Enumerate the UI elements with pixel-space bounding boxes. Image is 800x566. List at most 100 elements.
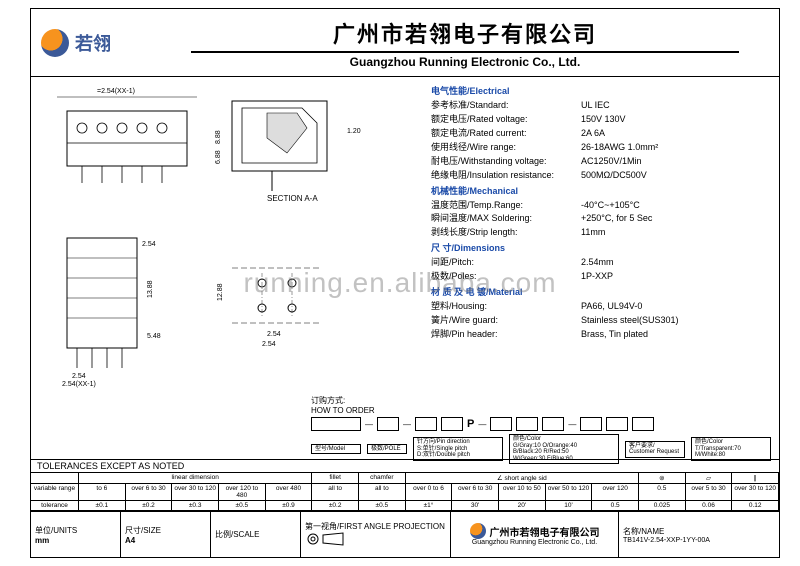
tol-rowlabel: variable range [31, 484, 79, 501]
drawing-side-view: 2.54 13.88 2.54 2.54(XX-1) 5.48 [47, 228, 187, 388]
tol-cell: ±0.5 [219, 501, 266, 511]
order-box [441, 417, 463, 431]
dim-label: =2.54(XX-1) [97, 88, 135, 95]
spec-row: 瞬间温度/MAX Soldering:+250°C, for 5 Sec [431, 212, 773, 226]
tol-cell: over 6 to 30 [126, 484, 173, 501]
order-box [542, 417, 564, 431]
title-block-footer: 单位/UNITS mm 尺寸/SIZE A4 比例/SCALE 第一视角/FIR… [31, 511, 779, 557]
tol-cell: ±0.1 [79, 501, 126, 511]
svg-text:2.54: 2.54 [262, 341, 276, 348]
order-label-pole: 极数/POLE [367, 444, 407, 455]
tb-company: 广州市若翎电子有限公司 Guangzhou Running Electronic… [451, 512, 619, 557]
tolerances-title: TOLERANCES EXCEPT AS NOTED [31, 460, 779, 473]
tol-cell: all to [312, 484, 359, 501]
drawing-section-aa: 8.88 6.88 1.20 SECTION A-A [212, 83, 382, 203]
tol-cell: 0.12 [732, 501, 779, 511]
spec-row: 焊脚/Pin header:Brass, Tin plated [431, 328, 773, 342]
order-label-color2: 颜色/Color T/Transparent:70 M/White:80 [691, 437, 771, 461]
tol-group: chamfer [359, 473, 406, 484]
spec-row: 绝缘电阻/Insulation resistance:500MΩ/DC500V [431, 169, 773, 183]
tol-cell: ±0.9 [266, 501, 313, 511]
svg-text:2.54: 2.54 [142, 241, 156, 248]
tolerances-block: TOLERANCES EXCEPT AS NOTED linear dimens… [31, 459, 779, 511]
company-name-en: Guangzhou Running Electronic Co., Ltd. [161, 55, 769, 69]
order-title: 订购方式: HOW TO ORDER [311, 395, 773, 415]
svg-text:2.54(XX-1): 2.54(XX-1) [62, 381, 96, 388]
logo-icon [470, 523, 486, 539]
tol-group: ∥ [732, 473, 779, 484]
spec-row: 额定电流/Rated current:2A 6A [431, 127, 773, 141]
tol-group: fillet [312, 473, 359, 484]
tol-cell: ±0.5 [359, 501, 406, 511]
order-label-model: 型号/Model [311, 444, 361, 455]
tol-cell: ±0.3 [172, 501, 219, 511]
tol-group: ▱ [686, 473, 733, 484]
svg-text:2.54: 2.54 [267, 331, 281, 338]
tol-cell: ±0.2 [126, 501, 173, 511]
tol-cell: ±0.2 [312, 501, 359, 511]
tol-cell: to 6 [79, 484, 126, 501]
order-label-customer: 客户要求/ Customer Request [625, 441, 685, 458]
tol-cell: 0.025 [639, 501, 686, 511]
tb-projection: 第一视角/FIRST ANGLE PROJECTION [301, 512, 451, 557]
order-box [311, 417, 361, 431]
tol-cell: over 120 to 480 [219, 484, 266, 501]
drawing-pcb-layout: 12.88 2.54 2.54 [212, 248, 352, 368]
section-label: SECTION A-A [267, 194, 318, 203]
svg-text:8.88: 8.88 [215, 130, 222, 144]
tol-cell: over 50 to 120 [546, 484, 593, 501]
spec-row: 参考标准/Standard:UL IEC [431, 99, 773, 113]
order-box [377, 417, 399, 431]
spec-row: 使用线径/Wire range:26-18AWG 1.0mm² [431, 141, 773, 155]
svg-text:2.54: 2.54 [72, 373, 86, 380]
order-code-boxes: — — P — — [311, 417, 773, 431]
tol-rowlabel: tolerance [31, 501, 79, 511]
tol-cell: over 30 to 120 [172, 484, 219, 501]
order-box [490, 417, 512, 431]
logo-icon [41, 29, 69, 57]
svg-text:1.20: 1.20 [347, 128, 361, 135]
order-box [606, 417, 628, 431]
logo-block: 若翎 [41, 29, 161, 57]
spec-header-mechanical: 机械性能/Mechanical [431, 185, 773, 199]
spec-row: 间距/Pitch:2.54mm [431, 256, 773, 270]
svg-text:13.88: 13.88 [147, 280, 154, 298]
tol-cell: 0.5 [592, 501, 639, 511]
tol-cell: 20' [499, 501, 546, 511]
spec-row: 耐电压/Withstanding voltage:AC1250V/1Min [431, 155, 773, 169]
spec-row: 簧片/Wire guard:Stainless steel(SUS301) [431, 314, 773, 328]
tol-cell: over 120 [592, 484, 639, 501]
tol-cell: 10' [546, 501, 593, 511]
company-name-cn: 广州市若翎电子有限公司 [161, 17, 769, 49]
logo-text: 若翎 [75, 30, 111, 56]
tol-group: ⊚ [639, 473, 686, 484]
tol-group: linear dimension [79, 473, 312, 484]
tol-cell: all to [359, 484, 406, 501]
order-p: P [467, 418, 474, 430]
tol-cell: over 480 [266, 484, 313, 501]
tolerances-grid: linear dimension fillet chamfer ∠ short … [31, 473, 779, 511]
first-angle-icon [305, 532, 446, 548]
spec-header-electrical: 电气性能/Electrical [431, 85, 773, 99]
spec-row: 额定电压/Rated voltage:150V 130V [431, 113, 773, 127]
tol-cell: over 6 to 30 [452, 484, 499, 501]
order-box [516, 417, 538, 431]
how-to-order: 订购方式: HOW TO ORDER — — P — — 型号/Model 极数… [311, 395, 773, 457]
svg-text:12.88: 12.88 [217, 283, 224, 301]
tol-group: ∠ short angle sid [406, 473, 639, 484]
tb-name: 名称/NAME TB141V-2.54-XXP-1YY-00A [619, 512, 779, 557]
order-box [632, 417, 654, 431]
header: 若翎 广州市若翎电子有限公司 Guangzhou Running Electro… [31, 9, 779, 77]
tol-cell: over 5 to 30 [686, 484, 733, 501]
title-rule [191, 51, 739, 53]
technical-drawings: =2.54(XX-1) 8.88 6.88 1.20 [37, 83, 377, 393]
order-box [415, 417, 437, 431]
tol-cell: over 10 to 50 [499, 484, 546, 501]
tol-cell: over 30 to 120 [732, 484, 779, 501]
drawing-sheet: 若翎 广州市若翎电子有限公司 Guangzhou Running Electro… [30, 8, 780, 558]
title-block: 广州市若翎电子有限公司 Guangzhou Running Electronic… [161, 17, 769, 69]
tol-cell [31, 473, 79, 484]
svg-text:5.48: 5.48 [147, 333, 161, 340]
content-area: =2.54(XX-1) 8.88 6.88 1.20 [31, 77, 779, 557]
order-label-pin: 针方向/Pin direction S:单针/Single pitch D:双针… [413, 437, 503, 461]
